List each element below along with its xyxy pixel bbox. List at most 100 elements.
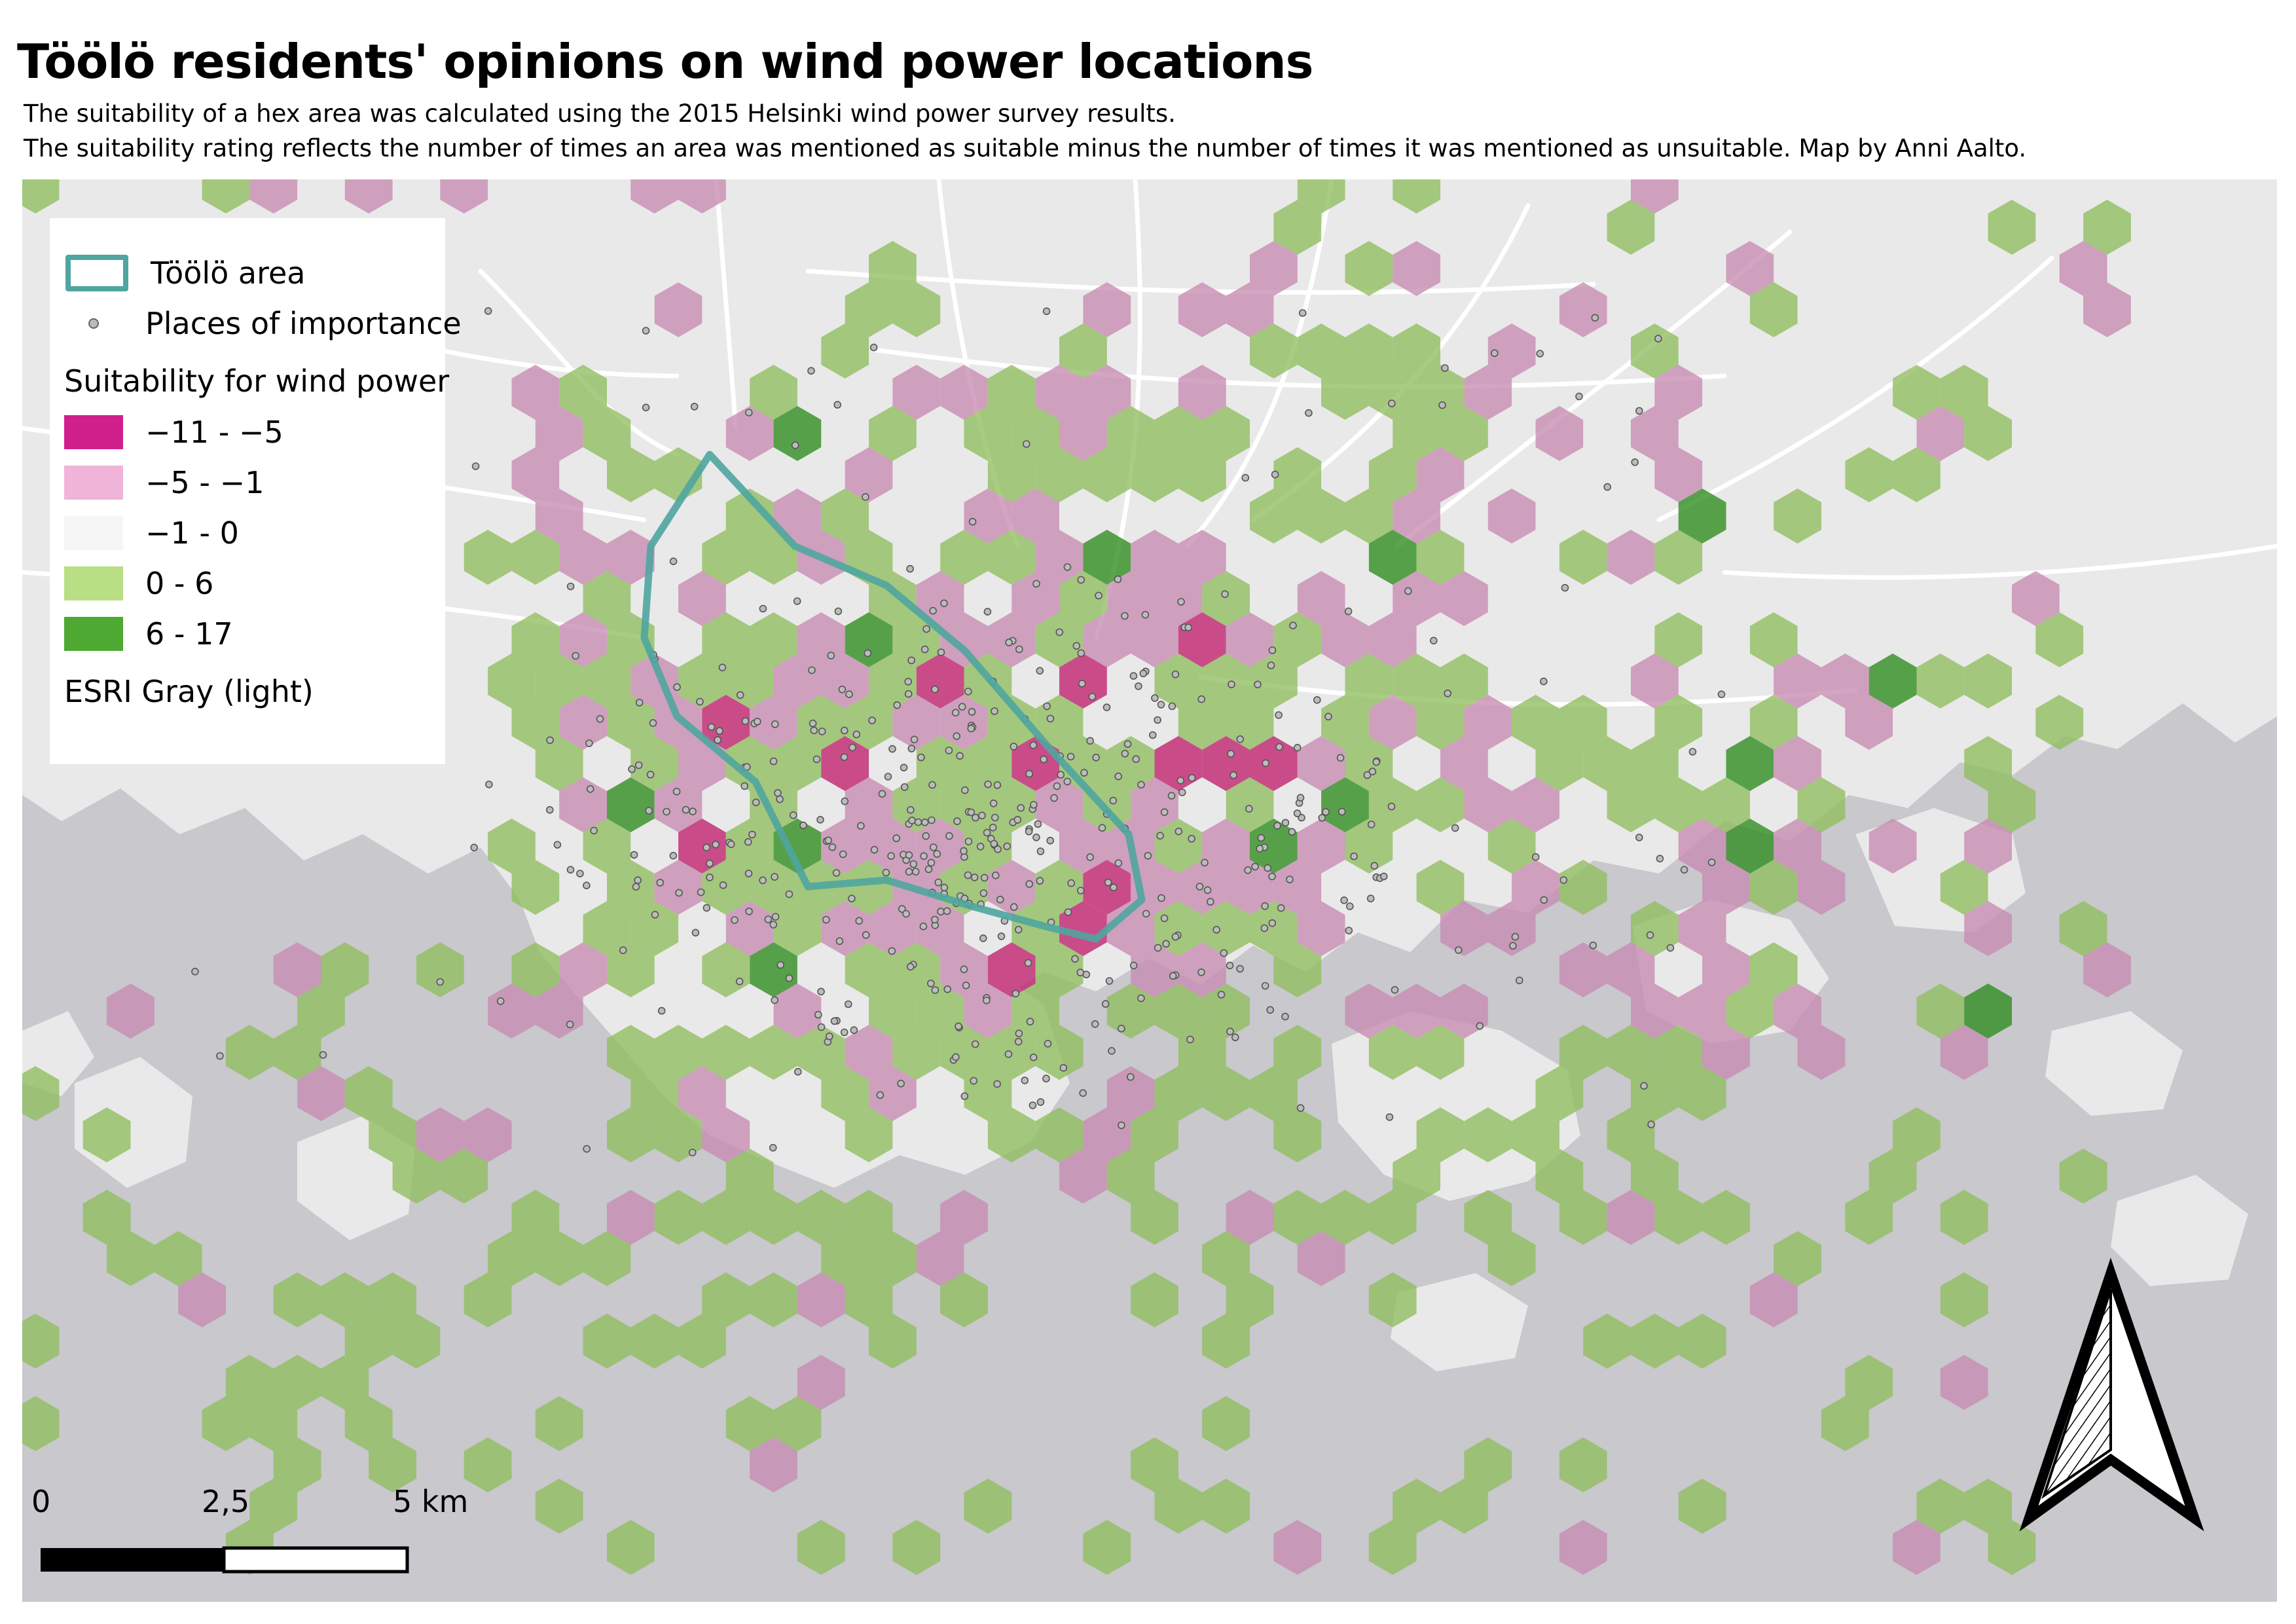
place-dot [702,904,711,912]
place-dot [731,916,738,924]
hex-cell [1250,654,1298,709]
hex-cell [488,1231,536,1286]
place-dot [1114,575,1122,583]
hex-cell [1583,736,1631,791]
hex-cell [1654,1190,1703,1245]
hex-cell [821,1066,869,1121]
hex-cell [1368,1272,1417,1327]
hex-cell [1678,901,1726,956]
hex-cell [1059,406,1107,461]
place-dot [697,888,705,896]
hex-cell [1297,819,1345,874]
place-dot [907,656,915,665]
hex-cell [1607,1025,1655,1080]
hex-cell [1821,1396,1869,1451]
place-dot [1026,1018,1034,1025]
hex-cell [1440,1479,1488,1534]
hex-cell [1535,1066,1584,1121]
place-dot [833,401,841,409]
hex-cell [1297,323,1345,378]
place-dot [1154,716,1161,724]
place-dot [1288,828,1296,836]
place-dot [1387,802,1396,811]
hex-cell [1845,447,1893,502]
hex-cell [1345,654,1393,709]
hex-cell [1368,1025,1417,1080]
place-dot [785,890,793,898]
place-dot [835,937,844,945]
place-dot [1298,309,1307,317]
hex-cell [249,1396,298,1451]
hex-cell [797,1025,845,1080]
hex-cell [654,777,702,832]
hex-cell [511,695,560,750]
hex-cell [1178,447,1226,502]
hex-cell [1321,365,1369,420]
place-dot [1236,965,1244,973]
scale-label-5-km: 5 km [393,1484,469,1519]
place-dot [1186,1035,1194,1044]
hex-cell [1774,489,1821,544]
place-dot [1444,689,1451,697]
hex-cell [1035,860,1084,915]
class-3-swatch [64,516,123,550]
hex-cell [1654,612,1703,667]
class-4-label: 0 - 6 [145,566,214,601]
hex-cell [1368,530,1417,585]
place-dot [940,883,949,892]
place-dot [1114,772,1122,781]
place-dot [1086,853,1094,861]
place-dot [1144,852,1152,860]
place-dot [857,822,865,830]
hex-cell [1559,942,1607,997]
place-dot [1025,880,1033,888]
place-dot [1157,894,1165,902]
hex-cell [1916,654,1965,709]
road-1 [714,179,738,431]
hex-cell [1297,901,1345,956]
hex-cell [750,1272,797,1327]
hex-cell [1321,695,1369,750]
hex-cell [750,612,797,667]
hex-cell [607,777,655,832]
place-dot [1227,750,1235,758]
map-canvas[interactable] [22,179,2277,1602]
place-dot [752,798,760,807]
hex-cell [1083,530,1131,585]
hex-cell [1035,447,1084,502]
hex-grid [22,179,2131,1575]
place-dot [814,1010,822,1019]
hex-cell [1035,612,1084,667]
scale-bar-black-segment [41,1548,224,1572]
place-dot [776,795,784,803]
place-dot [907,745,916,752]
class-2-label: −5 - −1 [145,465,264,500]
place-dot [1346,902,1354,910]
hex-cell [559,365,607,420]
hex-cell [1559,1190,1607,1245]
place-dot [838,685,847,693]
hex-cell [1440,406,1488,461]
place-dot [968,517,977,526]
place-dot [807,367,815,375]
hex-cell [607,1107,655,1162]
place-dot [961,786,969,794]
place-dot [1338,807,1346,816]
hex-cell [1273,612,1322,667]
hex-cell [1202,1396,1250,1451]
place-dot [1345,927,1353,934]
hex-cell [1893,365,1941,420]
hex-cell [821,901,869,956]
hex-cell [1797,1025,1846,1080]
hex-cell [1393,1149,1440,1204]
place-dot [1177,598,1185,606]
place-dot [566,582,575,591]
place-dot [771,996,778,1005]
place-dot [937,908,945,915]
hex-cell [1607,942,1655,997]
place-dot [1067,879,1075,887]
hex-cell [630,901,679,956]
place-dot [566,866,575,874]
place-dot [1591,314,1599,322]
hex-cell [1035,530,1084,585]
